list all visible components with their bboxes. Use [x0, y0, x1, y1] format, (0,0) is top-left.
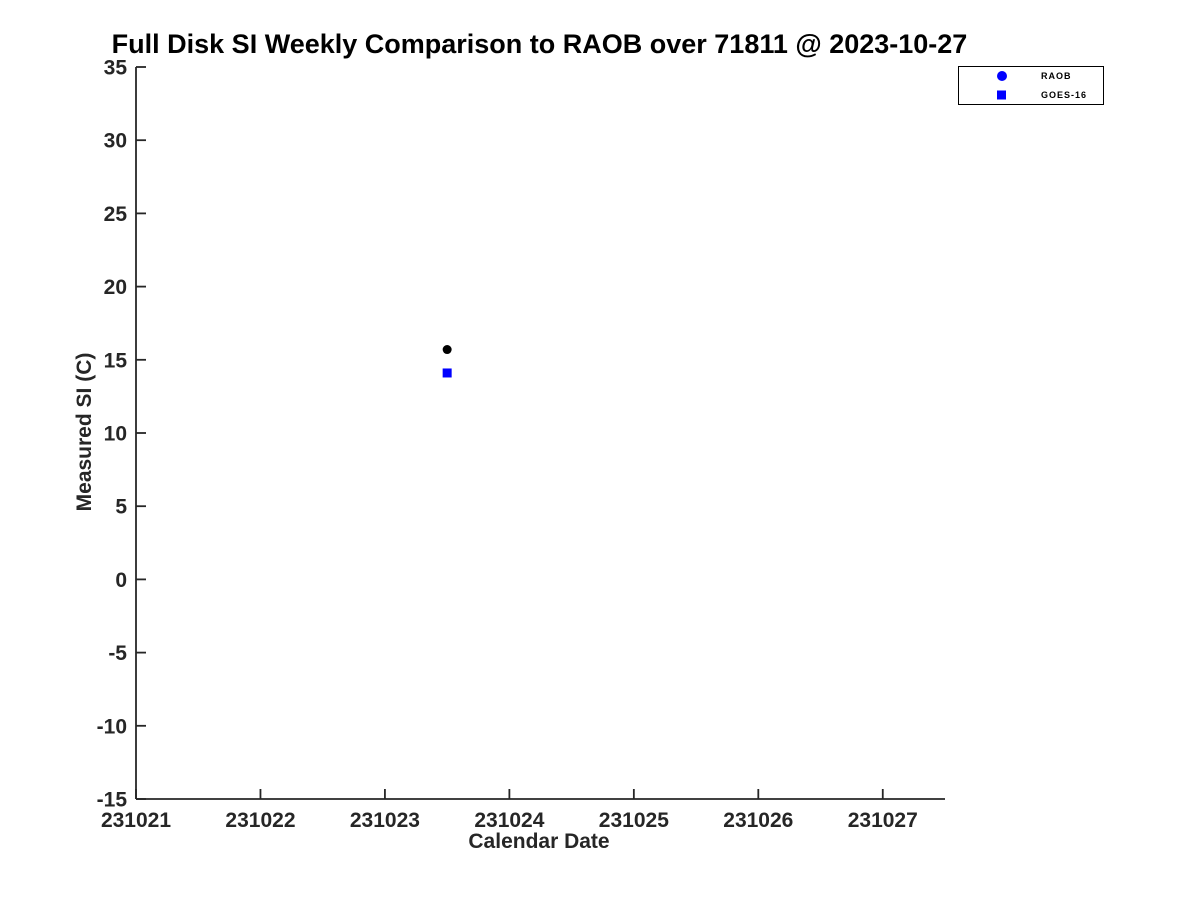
legend-label-goes16: GOES-16: [1041, 89, 1088, 100]
x-tick-label: 231027: [848, 809, 918, 832]
legend-label-raob: RAOB: [1041, 71, 1072, 82]
y-tick-label: 5: [115, 496, 127, 519]
y-tick-label: -5: [108, 642, 127, 665]
raob-marker-icon: [997, 71, 1007, 82]
x-tick-label: 231021: [101, 809, 171, 832]
x-tick-label: 231025: [599, 809, 669, 832]
y-tick-label: 35: [104, 57, 128, 80]
goes16-marker-icon: [997, 90, 1006, 100]
y-axis-label: Measured SI (C): [73, 352, 96, 512]
y-tick-label: 30: [104, 130, 127, 153]
x-tick-label: 231024: [474, 809, 544, 832]
y-tick-label: 0: [115, 569, 127, 592]
legend-entry-raob: RAOB: [959, 67, 1103, 86]
legend-entry-goes16: GOES-16: [959, 86, 1103, 105]
goes16-point: [442, 368, 452, 378]
y-tick-label: 25: [104, 203, 128, 226]
legend: RAOB GOES-16: [958, 66, 1104, 105]
x-axis-label: Calendar Date: [468, 830, 610, 853]
chart-title: Full Disk SI Weekly Comparison to RAOB o…: [111, 29, 968, 59]
raob-point: [442, 345, 452, 355]
y-tick-label: 20: [104, 276, 127, 299]
y-tick-label: -10: [97, 715, 127, 738]
y-tick-label: 10: [104, 423, 127, 446]
y-tick-label: -15: [97, 789, 128, 812]
x-tick-label: 231022: [225, 809, 295, 832]
y-tick-label: 15: [104, 349, 128, 372]
x-tick-label: 231026: [723, 809, 793, 832]
x-tick-label: 231023: [350, 809, 420, 832]
